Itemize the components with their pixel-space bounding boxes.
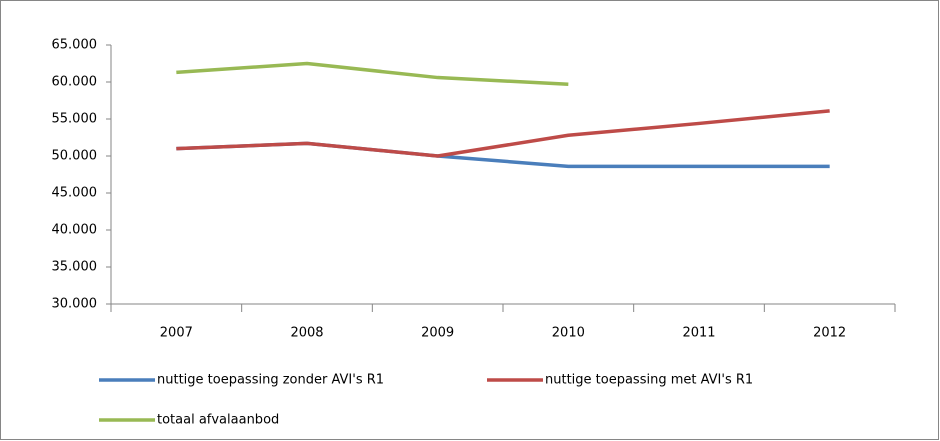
y-tick-label: 45.000: [52, 186, 98, 201]
x-tick-label: 2011: [682, 326, 715, 341]
x-tick-label: 2007: [160, 326, 193, 341]
y-tick-label: 35.000: [52, 260, 98, 275]
y-tick-label: 60.000: [52, 75, 98, 90]
x-tick-label: 2012: [813, 326, 846, 341]
y-tick-label: 40.000: [52, 223, 98, 238]
legend-label: totaal afvalaanbod: [157, 413, 279, 428]
x-tick-label: 2008: [290, 326, 323, 341]
y-tick-label: 50.000: [52, 149, 98, 164]
legend-label: nuttige toepassing zonder AVI's R1: [157, 373, 384, 388]
series-line: [176, 61, 569, 86]
series-line: [176, 109, 830, 158]
y-tick-label: 30.000: [52, 297, 98, 312]
y-tick-label: 65.000: [52, 38, 98, 53]
y-tick-label: 55.000: [52, 112, 98, 127]
x-tick-label: 2010: [552, 326, 585, 341]
x-tick-label: 2009: [421, 326, 454, 341]
legend-label: nuttige toepassing met AVI's R1: [545, 373, 753, 388]
